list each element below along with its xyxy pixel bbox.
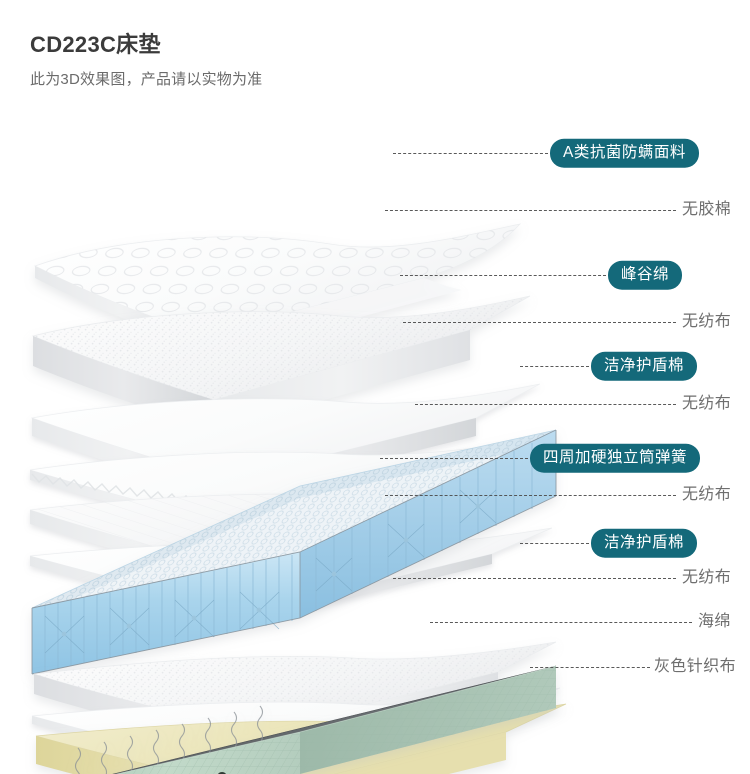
layer-label-glue-free-cotton[interactable]: 无胶棉 <box>682 201 732 218</box>
layer-label-non-woven-4[interactable]: 无纺布 <box>682 569 732 586</box>
leader-line-5 <box>520 366 589 367</box>
leader-line-1 <box>393 153 548 154</box>
layer-label-non-woven-1[interactable]: 无纺布 <box>682 313 732 330</box>
leader-line-3 <box>400 275 606 276</box>
mattress-layers-svg <box>29 223 567 774</box>
page-title: CD223C床垫 <box>30 32 161 57</box>
layer-label-clean-shield-cotton-1[interactable]: 洁净护盾棉 <box>591 351 698 381</box>
layer-7-pocket-spring-unit <box>31 429 557 675</box>
leader-line-4 <box>403 322 676 323</box>
layer-label-antibacterial-fabric[interactable]: A类抗菌防螨面料 <box>550 138 699 168</box>
layer-label-peak-valley-foam[interactable]: 峰谷绵 <box>608 260 683 290</box>
leader-line-11 <box>430 622 692 623</box>
header: CD223C床垫 此为3D效果图，产品请以实物为准 <box>30 31 262 91</box>
layer-label-sponge[interactable]: 海绵 <box>698 613 731 630</box>
leader-line-9 <box>520 543 589 544</box>
leader-line-6 <box>415 404 676 405</box>
leader-line-10 <box>393 578 676 579</box>
leader-line-12 <box>530 667 650 668</box>
leader-line-2 <box>385 210 676 211</box>
layer-label-clean-shield-cotton-2[interactable]: 洁净护盾棉 <box>591 528 698 558</box>
leader-line-8 <box>385 495 676 496</box>
leader-line-7 <box>380 458 528 459</box>
layer-12-grey-knit-fabric <box>74 665 557 774</box>
page-subtitle: 此为3D效果图，产品请以实物为准 <box>30 71 263 88</box>
layer-label-non-woven-3[interactable]: 无纺布 <box>682 486 732 503</box>
mattress-exploded-illustration <box>0 118 750 774</box>
layer-label-pocket-spring[interactable]: 四周加硬独立筒弹簧 <box>530 443 701 473</box>
layer-label-non-woven-2[interactable]: 无纺布 <box>682 395 732 412</box>
layer-label-grey-knit-fabric[interactable]: 灰色针织布 <box>654 658 737 675</box>
